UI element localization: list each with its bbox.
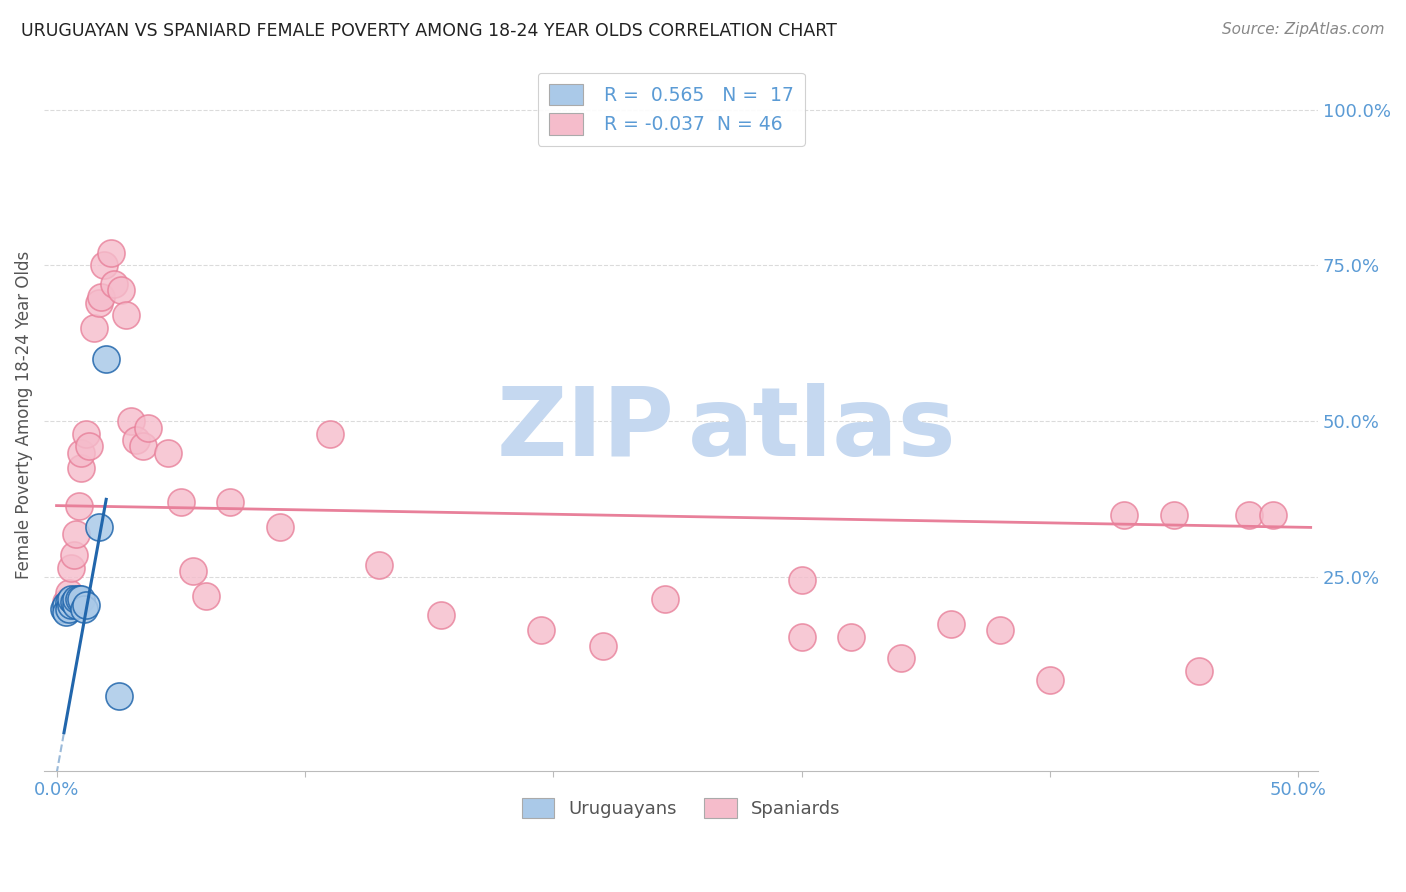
Point <box>65 526 87 541</box>
Point <box>430 607 453 622</box>
Point <box>100 246 122 260</box>
Point <box>60 592 83 607</box>
Point <box>75 426 97 441</box>
Point <box>67 592 90 607</box>
Point <box>55 595 77 609</box>
Point <box>67 499 90 513</box>
Point <box>157 445 180 459</box>
Point <box>790 630 813 644</box>
Point <box>1188 664 1211 678</box>
Point <box>132 439 155 453</box>
Point <box>96 351 118 366</box>
Point <box>194 589 217 603</box>
Point <box>181 564 204 578</box>
Point <box>1114 508 1136 522</box>
Point <box>77 439 100 453</box>
Point <box>73 601 96 615</box>
Point <box>75 599 97 613</box>
Point <box>592 639 614 653</box>
Point <box>87 520 110 534</box>
Point <box>58 601 80 615</box>
Point <box>60 599 83 613</box>
Text: URUGUAYAN VS SPANIARD FEMALE POVERTY AMONG 18-24 YEAR OLDS CORRELATION CHART: URUGUAYAN VS SPANIARD FEMALE POVERTY AMO… <box>21 22 837 40</box>
Point <box>170 495 193 509</box>
Point <box>103 277 125 292</box>
Text: atlas: atlas <box>688 383 956 475</box>
Point <box>55 605 77 619</box>
Point <box>269 520 291 534</box>
Point <box>60 561 83 575</box>
Point <box>530 624 553 638</box>
Text: ZIP: ZIP <box>496 383 675 475</box>
Point <box>219 495 242 509</box>
Point <box>90 290 112 304</box>
Point <box>1237 508 1260 522</box>
Point <box>115 309 138 323</box>
Point <box>107 689 129 703</box>
Point <box>63 549 86 563</box>
Point <box>319 426 342 441</box>
Point <box>70 445 93 459</box>
Point <box>110 284 132 298</box>
Point <box>58 586 80 600</box>
Point <box>890 651 912 665</box>
Point <box>58 595 80 609</box>
Point <box>939 617 962 632</box>
Point <box>1263 508 1285 522</box>
Point <box>138 420 160 434</box>
Point <box>70 592 93 607</box>
Point <box>125 433 148 447</box>
Point <box>53 601 76 615</box>
Point <box>83 321 105 335</box>
Text: Source: ZipAtlas.com: Source: ZipAtlas.com <box>1222 22 1385 37</box>
Point <box>70 461 93 475</box>
Point <box>368 558 391 572</box>
Point <box>1039 673 1062 688</box>
Y-axis label: Female Poverty Among 18-24 Year Olds: Female Poverty Among 18-24 Year Olds <box>15 251 32 579</box>
Point <box>65 592 87 607</box>
Point <box>65 599 87 613</box>
Point <box>1163 508 1185 522</box>
Legend: Uruguayans, Spaniards: Uruguayans, Spaniards <box>515 790 848 826</box>
Point <box>988 624 1011 638</box>
Point <box>654 592 676 607</box>
Point <box>120 414 142 428</box>
Point <box>63 595 86 609</box>
Point <box>87 296 110 310</box>
Point <box>93 259 115 273</box>
Point <box>55 599 77 613</box>
Point <box>790 574 813 588</box>
Point <box>839 630 862 644</box>
